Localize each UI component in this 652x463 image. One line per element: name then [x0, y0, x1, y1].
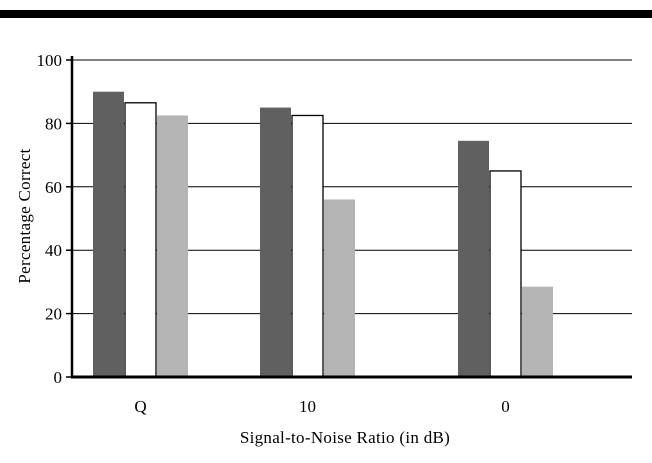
y-tick-label: 20	[45, 305, 62, 324]
top-rule	[0, 10, 652, 18]
bar-Q-series-2	[124, 102, 157, 378]
bar-0-series-2	[489, 170, 522, 378]
bar-0-series-3	[522, 286, 553, 377]
axes	[70, 56, 632, 379]
y-tick-label: 80	[45, 114, 62, 133]
bars	[93, 91, 553, 378]
x-ticks: Q 10 0	[134, 397, 509, 416]
bar-0-series-1	[458, 140, 489, 377]
x-axis-title: Signal-to-Noise Ratio (in dB)	[240, 428, 450, 447]
y-tick-label: 40	[45, 241, 62, 260]
x-tick-label: 10	[299, 397, 316, 416]
y-axis-title: Percentage Correct	[15, 148, 34, 283]
bar-Q-series-3	[157, 115, 188, 377]
y-ticks: 0 20 40 60 80 100	[37, 51, 72, 387]
x-tick-label: 0	[501, 397, 510, 416]
y-tick-label: 100	[37, 51, 63, 70]
y-tick-label: 0	[54, 368, 63, 387]
bar-10-series-2	[291, 114, 324, 378]
bar-Q-series-1	[93, 91, 124, 377]
bar-10-series-3	[324, 199, 355, 377]
y-tick-label: 60	[45, 178, 62, 197]
x-tick-label: Q	[134, 397, 146, 416]
bar-10-series-1	[260, 107, 291, 378]
